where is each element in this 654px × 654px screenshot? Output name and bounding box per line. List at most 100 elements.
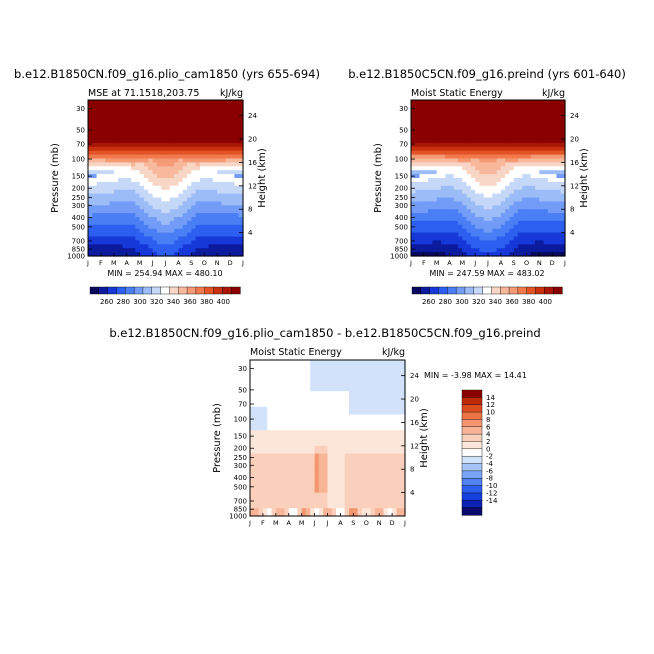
heatmap-cell xyxy=(293,375,298,381)
heatmap-cell xyxy=(199,232,205,238)
heatmap-cell xyxy=(522,139,528,144)
heatmap-cell xyxy=(135,189,141,195)
heatmap-cell xyxy=(488,111,493,117)
heatmap-cell xyxy=(96,119,102,124)
heatmap-cell xyxy=(152,228,158,234)
heatmap-cell xyxy=(366,473,372,478)
heatmap-cell xyxy=(191,220,197,226)
heatmap-cell xyxy=(96,142,102,148)
heatmap-cell xyxy=(88,244,93,249)
heatmap-cell xyxy=(113,220,119,226)
heatmap-cell xyxy=(275,422,281,427)
heatmap-cell xyxy=(383,414,389,420)
heatmap-cell xyxy=(440,244,446,249)
heatmap-cell xyxy=(131,252,136,257)
month-tick-label: A xyxy=(176,259,181,267)
heatmap-cell xyxy=(318,484,324,490)
heatmap-cell xyxy=(100,103,106,109)
heatmap-cell xyxy=(96,209,102,214)
heatmap-cell xyxy=(258,406,264,412)
heatmap-cell xyxy=(458,240,463,245)
month-tick-label: A xyxy=(125,259,130,267)
heatmap-cell xyxy=(500,205,506,210)
heatmap-cell xyxy=(522,228,528,234)
heatmap-cell xyxy=(336,430,342,435)
heatmap-cell xyxy=(195,228,201,234)
heatmap-cell xyxy=(152,220,158,226)
pressure-tick-label: 50 xyxy=(238,386,247,394)
heatmap-cell xyxy=(305,512,311,517)
heatmap-cell xyxy=(156,166,162,171)
heatmap-cell xyxy=(387,387,393,392)
heatmap-cell xyxy=(118,224,124,230)
heatmap-cell xyxy=(453,127,459,132)
heatmap-cell xyxy=(250,399,255,404)
heatmap-cell xyxy=(105,174,111,179)
heatmap-cell xyxy=(92,174,98,179)
heatmap-cell xyxy=(195,224,201,230)
heatmap-cell xyxy=(552,201,558,206)
heatmap-cell xyxy=(556,115,562,121)
heatmap-cell xyxy=(254,461,260,466)
heatmap-cell xyxy=(148,135,154,140)
heatmap-cell xyxy=(505,162,510,167)
heatmap-cell xyxy=(496,127,502,132)
heatmap-cell xyxy=(323,445,329,451)
heatmap-cell xyxy=(109,135,115,140)
heatmap-cell xyxy=(88,158,93,163)
heatmap-cell xyxy=(400,512,406,517)
heatmap-cell xyxy=(199,240,205,245)
heatmap-cell xyxy=(314,480,320,486)
heatmap-cell xyxy=(379,422,385,427)
heatmap-cell xyxy=(522,244,528,249)
heatmap-cell xyxy=(556,135,562,140)
heatmap-cell xyxy=(370,375,376,381)
heatmap-cell xyxy=(436,252,442,257)
heatmap-cell xyxy=(122,150,128,156)
heatmap-cell xyxy=(344,500,350,505)
heatmap-cell xyxy=(217,123,223,128)
heatmap-cell xyxy=(318,418,324,423)
heatmap-cell xyxy=(449,240,455,245)
heatmap-cell xyxy=(262,445,268,451)
heatmap-cell xyxy=(513,162,519,167)
heatmap-cell xyxy=(336,500,342,505)
heatmap-cell xyxy=(187,166,192,171)
heatmap-cell xyxy=(462,103,468,109)
heatmap-cell xyxy=(187,181,192,187)
heatmap-cell xyxy=(526,189,532,195)
heatmap-cell xyxy=(423,150,429,156)
heatmap-cell xyxy=(530,150,536,156)
heatmap-cell xyxy=(392,508,397,513)
heatmap-cell xyxy=(148,220,154,226)
heatmap-cell xyxy=(458,213,463,218)
heatmap-cell xyxy=(535,248,540,253)
heatmap-cell xyxy=(310,488,316,494)
heatmap-cell xyxy=(543,252,549,257)
heatmap-cell xyxy=(288,465,294,470)
heatmap-cell xyxy=(323,438,329,443)
heatmap-cell xyxy=(126,197,132,202)
heatmap-cell xyxy=(118,220,124,226)
heatmap-cell xyxy=(143,181,149,187)
heatmap-cell xyxy=(212,201,218,206)
heatmap-cell xyxy=(453,170,459,175)
heatmap-cell xyxy=(156,228,162,234)
heatmap-cell xyxy=(225,181,231,187)
heatmap-cell xyxy=(336,387,342,392)
heatmap-cell xyxy=(258,360,264,365)
heatmap-cell xyxy=(109,170,115,175)
heatmap-cell xyxy=(88,232,93,238)
heatmap-cell xyxy=(383,418,389,423)
heatmap-cell xyxy=(357,512,363,517)
heatmap-cell xyxy=(204,178,210,183)
heatmap-cell xyxy=(174,185,180,191)
heatmap-cell xyxy=(475,123,481,128)
heatmap-cell xyxy=(152,150,158,156)
colorbar-swatch xyxy=(438,286,448,295)
heatmap-cell xyxy=(174,205,180,210)
heatmap-cell xyxy=(301,453,307,459)
heatmap-cell xyxy=(293,402,298,408)
heatmap-cell xyxy=(221,220,227,226)
heatmap-cell xyxy=(88,139,93,144)
